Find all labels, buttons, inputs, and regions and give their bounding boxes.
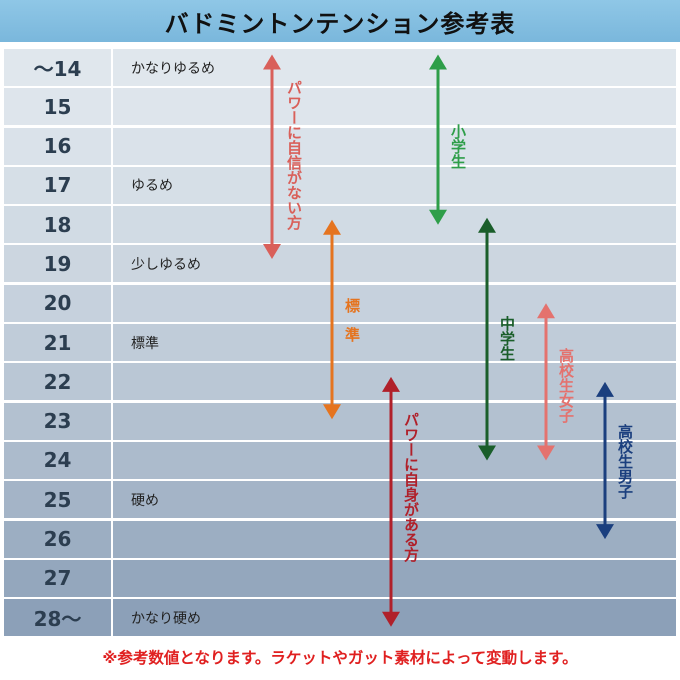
table-row: 15 [4,88,676,126]
tension-value: 24 [43,448,72,473]
tension-value: 16 [43,134,72,159]
tension-value: 20 [43,291,72,316]
table-row: 16 [4,127,676,165]
chart-title: バドミントンテンション参考表 [164,9,516,38]
column-divider [111,166,113,204]
range-arrow-head-down [429,209,447,225]
column-divider [111,520,113,558]
tension-value: 17 [43,173,72,198]
table-row: 21 標準 [4,324,676,362]
range-arrow-head-up [263,54,281,70]
tension-value: 22 [43,369,72,394]
range-arrow-head-down [537,445,555,461]
tension-description: かなりゆるめ [131,60,215,77]
range-arrow-head-down [478,445,496,461]
range-arrow [382,376,400,627]
range-arrow-head-up [596,381,614,397]
tension-description: 硬め [131,492,159,509]
range-label: 中学生 [498,316,516,361]
column-divider [111,363,113,401]
column-divider [111,441,113,479]
range-label: 小学生 [449,124,467,169]
range-arrow [263,54,281,259]
range-arrow [537,303,555,461]
tension-description: 標準 [131,335,159,352]
tension-value: 26 [43,527,72,552]
table-row: 23 [4,402,676,440]
range-arrow-head-down [382,611,400,627]
column-divider [111,49,113,86]
tension-value: 28～ [33,607,82,632]
range-arrow-head-down [263,244,281,259]
column-divider [111,127,113,165]
table-row: 28～ かなり硬め [4,599,676,637]
tension-description: 少しゆるめ [131,256,201,273]
table-row: 24 [4,441,676,479]
column-divider [111,599,113,637]
tension-value: 19 [43,251,72,276]
table-row: 17 ゆるめ [4,166,676,204]
range-arrow-head-up [478,217,496,233]
tension-value: ～14 [33,57,82,81]
column-divider [111,559,113,597]
tension-value: 27 [43,566,72,591]
range-arrow-head-down [596,524,614,540]
range-arrow-head-up [323,219,341,235]
range-arrow-head-up [537,303,555,319]
table-row: 18 [4,206,676,244]
range-label: 高校生女子 [557,348,575,423]
range-label: パワーに自身がある方 [402,412,420,562]
range-label: パワーに自信がない方 [285,80,303,230]
table-row: 19 少しゆるめ [4,245,676,283]
column-divider [111,402,113,440]
range-label: 高校生男子 [616,424,634,499]
column-divider [111,481,113,519]
column-divider [111,324,113,362]
range-arrow [323,219,341,420]
table-row: 26 [4,520,676,558]
tension-value: 18 [43,212,72,237]
tension-description: ゆるめ [131,178,173,195]
range-label: 標準 [343,298,361,356]
column-divider [111,284,113,322]
tension-table: ～14 かなりゆるめ 15 16 17 ゆるめ 18 19 少しゆるめ 20 21 標準 22 23 24 2… [4,49,676,638]
column-divider [111,245,113,283]
column-divider [111,88,113,126]
table-row: 20 [4,284,676,322]
range-arrow [478,217,496,461]
table-row: 22 [4,363,676,401]
tension-value: 21 [43,330,72,355]
tension-description: かなり硬め [131,610,201,627]
range-arrow [429,54,447,225]
column-divider [111,206,113,244]
table-row: ～14 かなりゆるめ [4,49,676,86]
title-bar: バドミントンテンション参考表 [0,0,680,42]
tension-value: 25 [43,487,72,512]
tension-value: 15 [43,94,72,119]
tension-value: 23 [43,409,72,434]
table-row: 25 硬め [4,481,676,519]
range-arrow-head-up [382,376,400,392]
range-arrow [596,381,614,540]
range-arrow-head-down [323,404,341,420]
table-row: 27 [4,559,676,597]
footnote: ※参考数値となります。ラケットやガット素材によって変動します。 [102,649,578,667]
range-arrow-head-up [429,54,447,70]
